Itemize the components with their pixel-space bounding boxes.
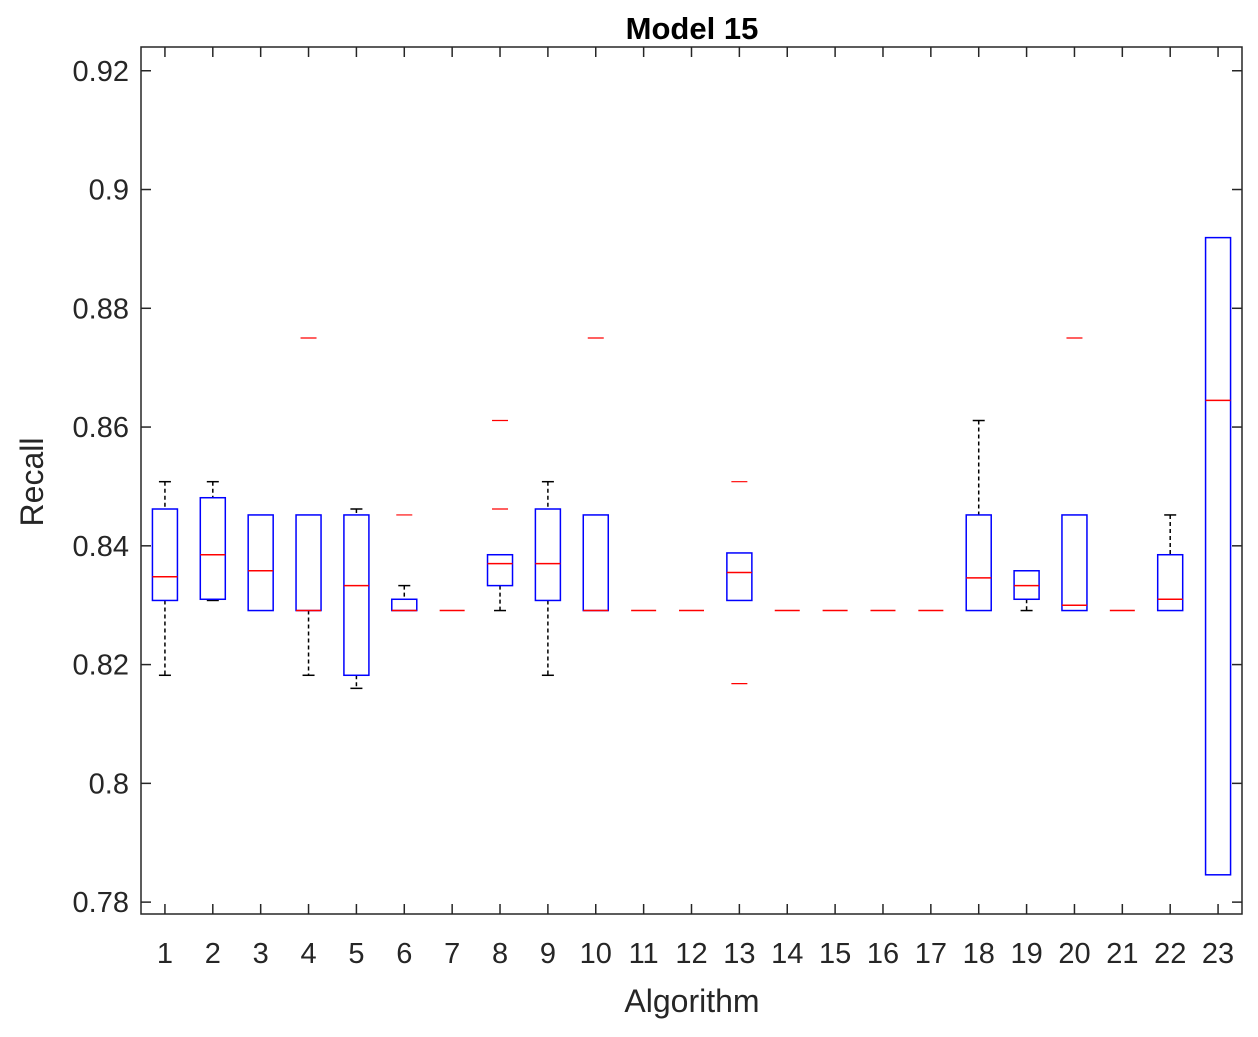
box-4 <box>295 337 322 677</box>
boxes-layer <box>151 236 1232 876</box>
x-tick-label: 1 <box>157 938 173 970</box>
x-tick-label: 5 <box>348 938 364 970</box>
box-iqr <box>965 514 992 612</box>
x-tick-label: 8 <box>492 938 508 970</box>
x-tick-label: 23 <box>1202 938 1234 970</box>
box-8 <box>486 419 514 612</box>
box-10 <box>582 337 610 612</box>
box-iqr <box>726 552 753 602</box>
y-tick-label: 0.78 <box>73 887 129 919</box>
box-18 <box>965 419 992 612</box>
box-iqr <box>391 598 418 612</box>
x-tick-label: 21 <box>1106 938 1138 970</box>
box-9 <box>534 480 562 677</box>
box-iqr <box>1156 553 1184 612</box>
x-tick-label: 6 <box>396 938 412 970</box>
y-tick-label: 0.84 <box>73 531 129 563</box>
x-tick-label: 7 <box>444 938 460 970</box>
x-axis-label: Algorithm <box>624 983 759 1019</box>
box-13 <box>726 481 753 685</box>
x-tick-label: 2 <box>205 938 221 970</box>
chart-title: Model 15 <box>626 11 759 46</box>
box-iqr <box>295 514 322 612</box>
y-tick-label: 0.82 <box>73 650 129 682</box>
x-tick-label: 10 <box>580 938 612 970</box>
x-tick-label: 4 <box>300 938 316 970</box>
x-tick-label: 15 <box>819 938 851 970</box>
x-tick-label: 13 <box>723 938 755 970</box>
x-tick-label: 12 <box>675 938 707 970</box>
box-iqr <box>343 514 370 677</box>
box-1 <box>151 480 179 677</box>
x-tick-label: 11 <box>629 938 659 970</box>
box-22 <box>1156 514 1184 612</box>
box-iqr <box>582 514 610 612</box>
box-6 <box>391 514 418 612</box>
box-23 <box>1204 236 1232 876</box>
box-iqr <box>151 508 179 602</box>
box-5 <box>343 508 370 690</box>
box-iqr <box>1061 514 1088 612</box>
y-axis-label: Recall <box>14 438 50 527</box>
x-tick-label: 22 <box>1154 938 1186 970</box>
x-axis-ticks: 1 2 3 4 5 6 7 8 9 10 11 12 13 14 15 16 17 18 19 20 21 22 23 <box>157 47 1234 970</box>
y-tick-label: 0.8 <box>89 768 129 800</box>
y-axis-ticks: 0.78 0.8 0.82 0.84 0.86 0.88 0.9 0.92 <box>73 56 1242 919</box>
x-tick-label: 19 <box>1010 938 1042 970</box>
x-tick-label: 14 <box>771 938 803 970</box>
x-tick-label: 3 <box>253 938 269 970</box>
x-tick-label: 9 <box>540 938 556 970</box>
y-tick-label: 0.92 <box>73 56 129 88</box>
box-iqr <box>486 553 514 587</box>
y-tick-label: 0.9 <box>89 175 129 207</box>
x-tick-label: 20 <box>1058 938 1090 970</box>
box-iqr <box>1204 236 1232 876</box>
x-tick-label: 17 <box>915 938 947 970</box>
x-tick-label: 16 <box>867 938 899 970</box>
plot-frame <box>140 46 1243 915</box>
box-iqr <box>199 496 227 601</box>
box-19 <box>1013 570 1040 612</box>
x-tick-label: 18 <box>963 938 995 970</box>
box-2 <box>199 480 227 602</box>
y-tick-label: 0.88 <box>73 293 129 325</box>
box-iqr <box>534 508 562 602</box>
plot-area-border <box>140 46 1243 915</box>
box-iqr <box>247 514 274 612</box>
y-tick-label: 0.86 <box>73 412 129 444</box>
box-20 <box>1061 337 1088 612</box>
box-3 <box>247 514 274 612</box>
